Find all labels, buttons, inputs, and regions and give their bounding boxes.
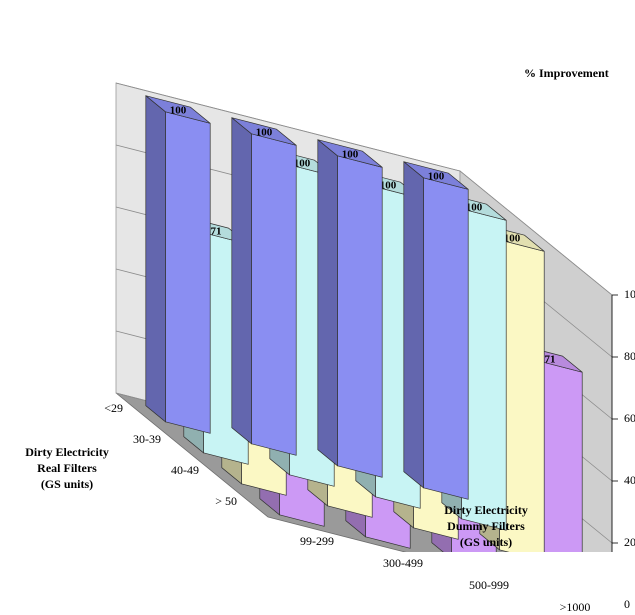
bar-r1-c1-label: 100 xyxy=(294,158,311,170)
col-category-0: 99-299 xyxy=(300,534,334,548)
row-axis-title-line3: (GS units) xyxy=(40,477,94,491)
col-axis-title-line1: Dirty Electricity xyxy=(444,503,528,517)
col-axis-title: Dirty Electricity Dummy Filters (GS unit… xyxy=(418,502,554,550)
gridline-100 xyxy=(115,82,613,296)
z-tick-label-80: 80 xyxy=(624,349,635,363)
bar-r0-c2-top xyxy=(317,139,383,168)
chart-3d-bar: 5975827110071100100100711001001001001001… xyxy=(115,82,618,552)
bar-r1-c2-label: 100 xyxy=(380,180,397,192)
col-axis-title-line2: Dummy Filters xyxy=(447,519,525,533)
z-tick-label-40: 40 xyxy=(624,473,635,487)
row-axis-title-line1: Dirty Electricity xyxy=(25,445,109,459)
bar-r0-c3-label: 100 xyxy=(428,171,445,183)
bar-r0-c0-side xyxy=(145,94,166,423)
row-axis-title: Dirty Electricity Real Filters (GS units… xyxy=(4,444,130,492)
z-tick-label-20: 20 xyxy=(624,535,635,549)
bar-r0-c0: 100 xyxy=(145,94,211,434)
bars: 5975827110071100100100711001001001001001… xyxy=(145,94,583,552)
z-tick-label-100: 100 xyxy=(624,287,635,301)
bar-r0-c3-top xyxy=(403,161,469,190)
bar-r0-c3: 100 xyxy=(403,160,469,500)
col-category-2: 500-999 xyxy=(469,578,509,592)
bar-r0-c1-top xyxy=(231,117,297,146)
bar-r0-c1-label: 100 xyxy=(256,127,273,139)
row-category-3: > 50 xyxy=(215,493,237,508)
bar-r0-c3-side xyxy=(403,160,424,489)
bar-r0-c2-front xyxy=(337,155,383,478)
z-tick-label-0: 0 xyxy=(624,597,630,611)
bar-r0-c0-top xyxy=(145,95,211,124)
bar-r0-c2-side xyxy=(317,138,338,467)
col-axis-title-line3: (GS units) xyxy=(459,535,513,549)
col-category-3: >1000 xyxy=(559,600,591,614)
bar-r0-c0-front xyxy=(165,111,211,434)
bar-r1-c0-label: 71 xyxy=(211,225,222,237)
bar-r0-c1-front xyxy=(251,133,297,456)
col-category-1: 300-499 xyxy=(383,556,423,570)
row-category-2: 40-49 xyxy=(171,462,199,477)
bar-r0-c2: 100 xyxy=(317,138,383,478)
bar-r1-c3-label: 100 xyxy=(466,202,483,214)
bar-r0-c3-front xyxy=(423,177,469,500)
bar-r0-c0-label: 100 xyxy=(170,105,187,117)
bar-r3-c3-label: 71 xyxy=(545,353,556,365)
bar-r0-c1-side xyxy=(231,116,252,445)
z-axis-title: % Improvement xyxy=(524,66,609,80)
bar-r2-c3-label: 100 xyxy=(504,233,521,245)
z-tick-label-60: 60 xyxy=(624,411,635,425)
row-category-0: <29 xyxy=(104,400,123,415)
bar-r0-c1: 100 xyxy=(231,116,297,456)
row-category-1: 30-39 xyxy=(133,431,161,446)
row-axis-title-line2: Real Filters xyxy=(37,461,97,475)
bar-r0-c2-label: 100 xyxy=(342,149,359,161)
